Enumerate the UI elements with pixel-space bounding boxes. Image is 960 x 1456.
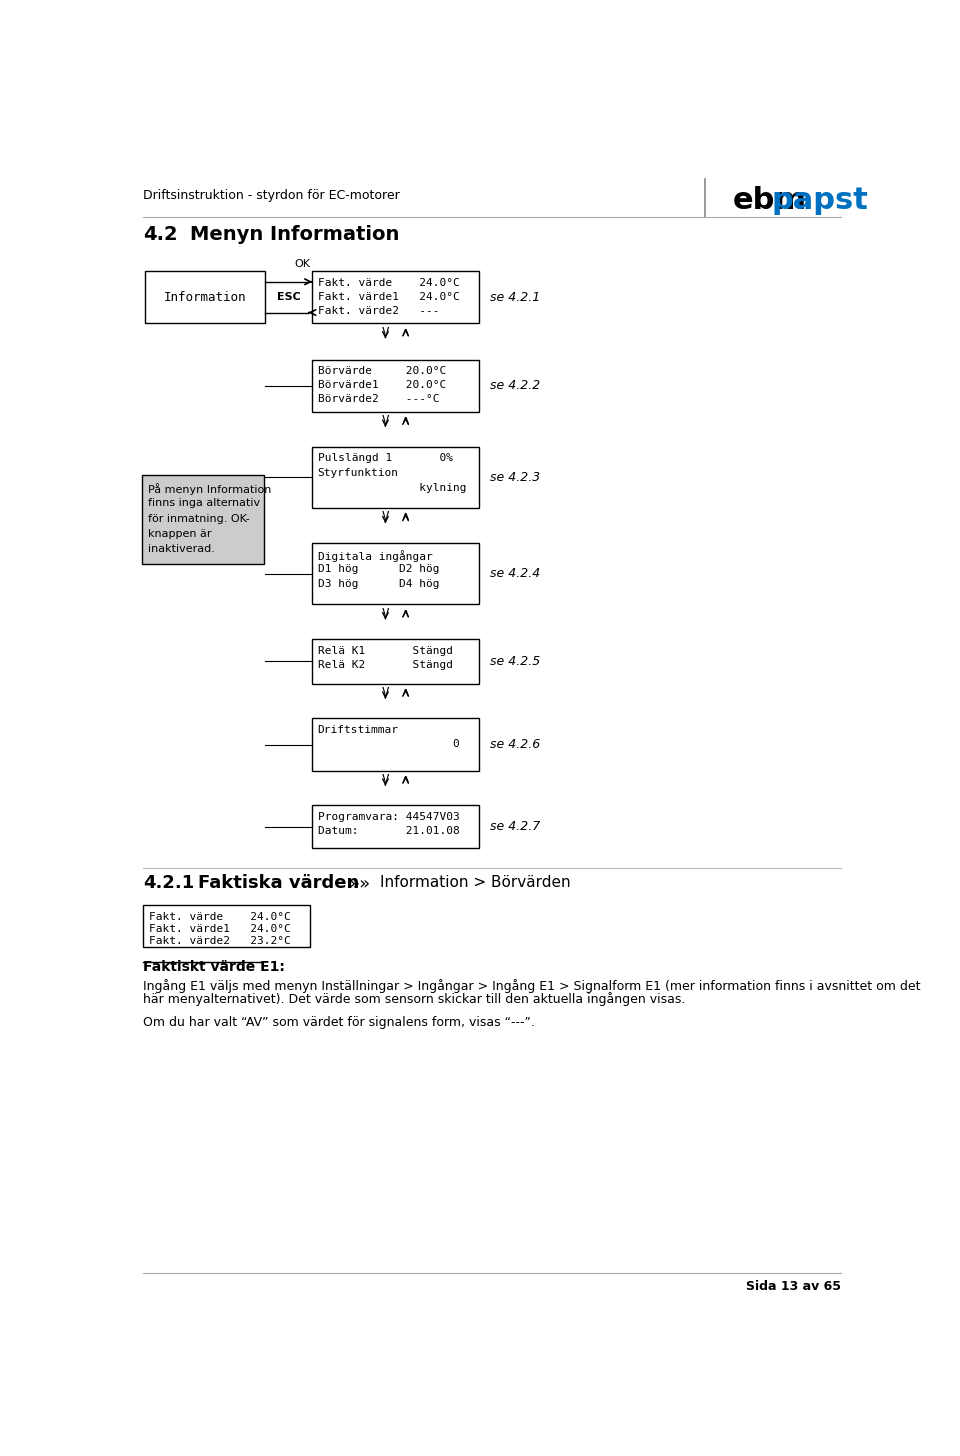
- Text: OK: OK: [295, 259, 310, 269]
- Text: Börvärde1    20.0°C: Börvärde1 20.0°C: [318, 380, 445, 390]
- Text: papst: papst: [771, 186, 868, 215]
- Text: se 4.2.3: se 4.2.3: [491, 470, 540, 483]
- Text: V: V: [382, 326, 389, 339]
- Text: Styrfunktion: Styrfunktion: [318, 467, 398, 478]
- Text: Programvara: 44547V03: Programvara: 44547V03: [318, 812, 460, 823]
- Text: Driftsinstruktion - styrdon för EC-motorer: Driftsinstruktion - styrdon för EC-motor…: [143, 189, 400, 201]
- FancyBboxPatch shape: [143, 904, 310, 946]
- Text: Fakt. värde2   ---: Fakt. värde2 ---: [318, 306, 439, 316]
- Text: 4.2.1: 4.2.1: [143, 874, 195, 893]
- Text: ebm: ebm: [732, 186, 806, 215]
- Text: se 4.2.7: se 4.2.7: [491, 820, 540, 833]
- Text: ESC: ESC: [277, 293, 301, 303]
- Text: Fakt. värde    24.0°C: Fakt. värde 24.0°C: [318, 278, 460, 288]
- FancyBboxPatch shape: [312, 271, 479, 323]
- Text: se 4.2.5: se 4.2.5: [491, 655, 540, 668]
- Text: kylning: kylning: [318, 483, 467, 492]
- Text: för inmatning. OK-: för inmatning. OK-: [148, 514, 250, 524]
- Text: se 4.2.1: se 4.2.1: [491, 291, 540, 304]
- Text: »»: »»: [348, 875, 371, 894]
- Text: Faktiska värden: Faktiska värden: [198, 874, 359, 893]
- Text: Fakt. värde1   24.0°C: Fakt. värde1 24.0°C: [318, 291, 460, 301]
- Text: Faktiskt värde E1:: Faktiskt värde E1:: [143, 960, 285, 974]
- Text: se 4.2.2: se 4.2.2: [491, 379, 540, 392]
- Text: D3 hög      D4 hög: D3 hög D4 hög: [318, 579, 439, 590]
- Text: se 4.2.4: se 4.2.4: [491, 566, 540, 579]
- Text: Pulslängd 1       0%: Pulslängd 1 0%: [318, 453, 452, 463]
- Text: V: V: [382, 415, 389, 427]
- Text: 4.2: 4.2: [143, 224, 178, 243]
- FancyBboxPatch shape: [312, 718, 479, 770]
- Text: V: V: [382, 773, 389, 786]
- Text: Fakt. värde1   24.0°C: Fakt. värde1 24.0°C: [149, 925, 291, 933]
- FancyBboxPatch shape: [312, 639, 479, 684]
- Text: Ingång E1 väljs med menyn Inställningar > Ingångar > Ingång E1 > Signalform E1 (: Ingång E1 väljs med menyn Inställningar …: [143, 980, 921, 993]
- FancyBboxPatch shape: [312, 543, 479, 604]
- Text: Relä K2       Stängd: Relä K2 Stängd: [318, 660, 452, 670]
- Text: D1 hög      D2 hög: D1 hög D2 hög: [318, 565, 439, 574]
- Text: V: V: [382, 607, 389, 620]
- Text: ʌ: ʌ: [402, 773, 409, 786]
- Text: Digitala ingångar: Digitala ingångar: [318, 550, 432, 562]
- Text: se 4.2.6: se 4.2.6: [491, 738, 540, 751]
- Text: Fakt. värde    24.0°C: Fakt. värde 24.0°C: [149, 911, 291, 922]
- Text: knappen är: knappen är: [148, 529, 211, 539]
- Text: Information: Information: [163, 291, 246, 304]
- Text: Driftstimmar: Driftstimmar: [318, 725, 398, 735]
- FancyBboxPatch shape: [142, 475, 264, 563]
- Text: Information > Börvärden: Information > Börvärden: [379, 875, 570, 891]
- Text: ʌ: ʌ: [402, 326, 409, 339]
- Text: Menyn Information: Menyn Information: [190, 224, 399, 243]
- Text: På menyn Information: På menyn Information: [148, 483, 272, 495]
- Text: Om du har valt “AV” som värdet för signalens form, visas “---”.: Om du har valt “AV” som värdet för signa…: [143, 1016, 535, 1029]
- FancyBboxPatch shape: [312, 805, 479, 847]
- Text: ʌ: ʌ: [402, 686, 409, 699]
- Text: Börvärde     20.0°C: Börvärde 20.0°C: [318, 367, 445, 377]
- Text: Fakt. värde2   23.2°C: Fakt. värde2 23.2°C: [149, 936, 291, 946]
- Text: finns inga alternativ: finns inga alternativ: [148, 498, 260, 508]
- Text: V: V: [382, 511, 389, 524]
- Text: Sida 13 av 65: Sida 13 av 65: [746, 1280, 841, 1293]
- Text: 0: 0: [318, 740, 460, 750]
- Text: inaktiverad.: inaktiverad.: [148, 545, 215, 555]
- Text: Relä K1       Stängd: Relä K1 Stängd: [318, 646, 452, 657]
- FancyBboxPatch shape: [312, 360, 479, 412]
- FancyBboxPatch shape: [145, 271, 265, 323]
- Text: ʌ: ʌ: [402, 511, 409, 524]
- Text: ʌ: ʌ: [402, 415, 409, 427]
- Text: Börvärde2    ---°C: Börvärde2 ---°C: [318, 395, 439, 405]
- Text: Datum:       21.01.08: Datum: 21.01.08: [318, 826, 460, 836]
- FancyBboxPatch shape: [312, 447, 479, 508]
- Text: V: V: [382, 686, 389, 699]
- Text: ʌ: ʌ: [402, 607, 409, 620]
- Text: här menyalternativet). Det värde som sensorn skickar till den aktuella ingången : här menyalternativet). Det värde som sen…: [143, 993, 685, 1006]
